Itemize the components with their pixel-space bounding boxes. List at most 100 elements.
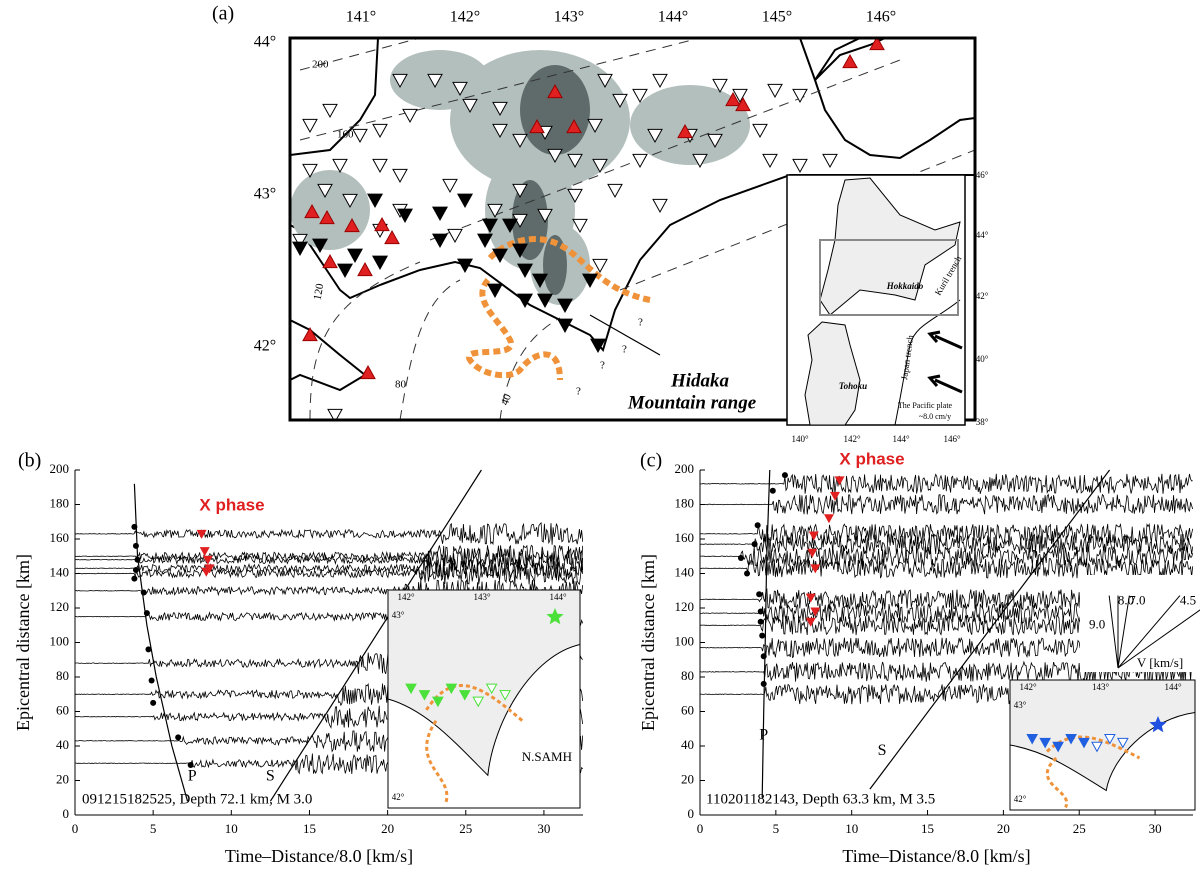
y-tick-label: 40 <box>681 737 694 752</box>
station <box>537 208 553 224</box>
station-used <box>397 208 413 223</box>
x-phase-boundary <box>465 236 651 381</box>
plate-arrow <box>927 374 963 394</box>
event-inset: 142° 143° 144° 43° 42° N.SAMH <box>387 589 581 809</box>
volcano <box>547 83 563 99</box>
event-inset: 142° 143° 144° 43° 42° <box>1009 679 1196 811</box>
y-tick-label: 120 <box>675 599 695 614</box>
station <box>327 408 343 420</box>
phase-label: S <box>266 768 275 785</box>
station <box>587 118 603 134</box>
inset-lon: 144° <box>1164 682 1182 692</box>
velocity-line <box>1117 595 1181 669</box>
station-used <box>432 233 448 248</box>
inset-station <box>1039 737 1051 749</box>
x-tick-label: 5 <box>150 821 157 836</box>
p-pick <box>134 556 141 563</box>
x-tick-label: 15 <box>921 821 934 836</box>
p-pick <box>131 523 138 530</box>
inset-station <box>1078 737 1090 749</box>
coastline <box>814 38 886 81</box>
lon-label: 141° <box>346 9 376 26</box>
inset-lon: 144° <box>549 592 567 602</box>
trace <box>700 557 1194 579</box>
station-used <box>590 338 606 353</box>
trace <box>700 544 1194 568</box>
inset-lon: 140° <box>791 434 809 444</box>
inset-land <box>1009 679 1196 792</box>
y-tick-label: 60 <box>681 702 694 717</box>
station <box>572 218 588 234</box>
station-used <box>537 293 553 308</box>
station-used <box>557 318 573 333</box>
station-used <box>337 263 353 278</box>
phase-label: S <box>878 742 887 759</box>
inset-station <box>1117 737 1129 749</box>
station <box>427 73 443 89</box>
epicenter <box>1149 716 1167 733</box>
x-pick <box>810 607 821 617</box>
x-pick <box>830 491 841 501</box>
annotation: X phase <box>199 495 264 514</box>
lon-label: 143° <box>554 9 584 26</box>
station-used <box>432 206 448 221</box>
region-label: Tohoku <box>839 381 867 391</box>
question-mark: ? <box>576 386 581 398</box>
plate-arrow <box>927 330 963 350</box>
p-pick <box>760 680 767 687</box>
x-pick <box>807 548 818 558</box>
p-pick <box>759 632 766 639</box>
station <box>712 78 728 94</box>
station <box>632 153 648 169</box>
station-used <box>457 258 473 273</box>
inset-lat: 42° <box>392 792 405 802</box>
phase-label: P <box>759 726 768 743</box>
inset-station <box>472 696 485 708</box>
x-tick-label: 15 <box>303 821 316 836</box>
inset-lat: 46° <box>976 170 989 180</box>
p-pick <box>148 677 155 684</box>
station <box>647 128 663 144</box>
y-tick-label: 0 <box>688 806 695 821</box>
station <box>342 193 358 209</box>
x-pick <box>201 567 212 577</box>
inset-lat: 44° <box>976 230 989 240</box>
velocity-label: 8.0 <box>1118 593 1134 608</box>
y-tick-label: 180 <box>675 495 695 510</box>
volcano <box>529 118 545 134</box>
p-pick <box>760 653 767 660</box>
station-used <box>532 273 548 288</box>
region-label: Hokkaido <box>886 281 924 291</box>
station <box>322 103 338 119</box>
inset-station <box>1091 741 1103 753</box>
y-tick-label: 180 <box>50 495 70 510</box>
y-tick-label: 60 <box>56 702 69 717</box>
y-tick-label: 0 <box>63 806 70 821</box>
inset-station <box>418 690 431 701</box>
station <box>612 93 628 109</box>
station <box>292 233 308 249</box>
station <box>597 73 613 89</box>
velocity-label: 7.0 <box>1129 593 1145 608</box>
station-used <box>492 248 508 263</box>
map-lon-labels: 141° 142° 143° 144° 145° 146° <box>346 9 896 26</box>
p-pick <box>187 761 194 768</box>
station <box>452 81 468 97</box>
lat-label: 44° <box>254 34 276 51</box>
inset-station <box>445 683 458 695</box>
station <box>512 183 528 199</box>
panel-label: (c) <box>640 450 662 472</box>
p-pick <box>744 570 751 577</box>
study-area <box>819 239 959 316</box>
map-frame <box>288 36 977 422</box>
lon-label: 142° <box>450 9 480 26</box>
trace <box>700 493 1194 515</box>
p-pick <box>175 734 182 741</box>
station-used <box>487 283 503 298</box>
trace <box>75 562 583 586</box>
seismogram-panel: (c) 0 20 40 60 80 100 120 140 160 180 200 0 5 10 15 20 25… <box>638 449 1200 866</box>
p-pick <box>140 589 147 596</box>
x-pick <box>199 547 210 557</box>
